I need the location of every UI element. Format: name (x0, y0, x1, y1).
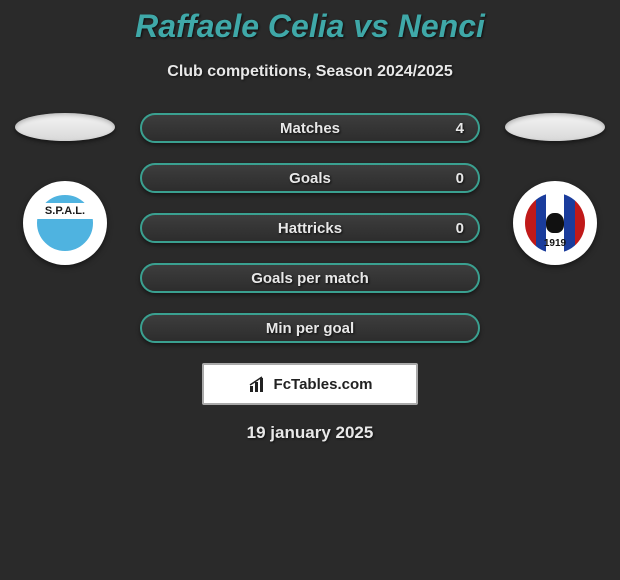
stat-value-right: 4 (456, 120, 464, 137)
stat-row-min-per-goal: Min per goal (140, 313, 480, 343)
player-left-placeholder-ellipse (15, 113, 115, 141)
stat-label: Hattricks (278, 220, 342, 237)
player-right-placeholder-ellipse (505, 113, 605, 141)
brand-name: FcTables.com (274, 376, 373, 393)
stat-label: Min per goal (266, 320, 354, 337)
stats-bars: Matches 4 Goals 0 Hattricks 0 Goals per … (140, 113, 480, 343)
snapshot-date: 19 january 2025 (0, 423, 620, 443)
club-crest-left (23, 181, 107, 265)
player-right-column: 1919 (500, 113, 610, 265)
stat-label: Matches (280, 120, 340, 137)
stat-value-right: 0 (456, 220, 464, 237)
stat-value-right: 0 (456, 170, 464, 187)
comparison-title: Raffaele Celia vs Nenci (0, 0, 620, 45)
stat-label: Goals (289, 170, 331, 187)
brand-box[interactable]: FcTables.com (202, 363, 418, 405)
stat-row-goals-per-match: Goals per match (140, 263, 480, 293)
club-crest-right: 1919 (513, 181, 597, 265)
comparison-subtitle: Club competitions, Season 2024/2025 (0, 63, 620, 81)
stat-row-hattricks: Hattricks 0 (140, 213, 480, 243)
crest-year: 1919 (513, 238, 597, 249)
stat-label: Goals per match (251, 270, 369, 287)
comparison-layout: Matches 4 Goals 0 Hattricks 0 Goals per … (0, 113, 620, 343)
player-left-column (10, 113, 120, 265)
stat-row-matches: Matches 4 (140, 113, 480, 143)
stat-row-goals: Goals 0 (140, 163, 480, 193)
bar-chart-icon (248, 376, 268, 392)
